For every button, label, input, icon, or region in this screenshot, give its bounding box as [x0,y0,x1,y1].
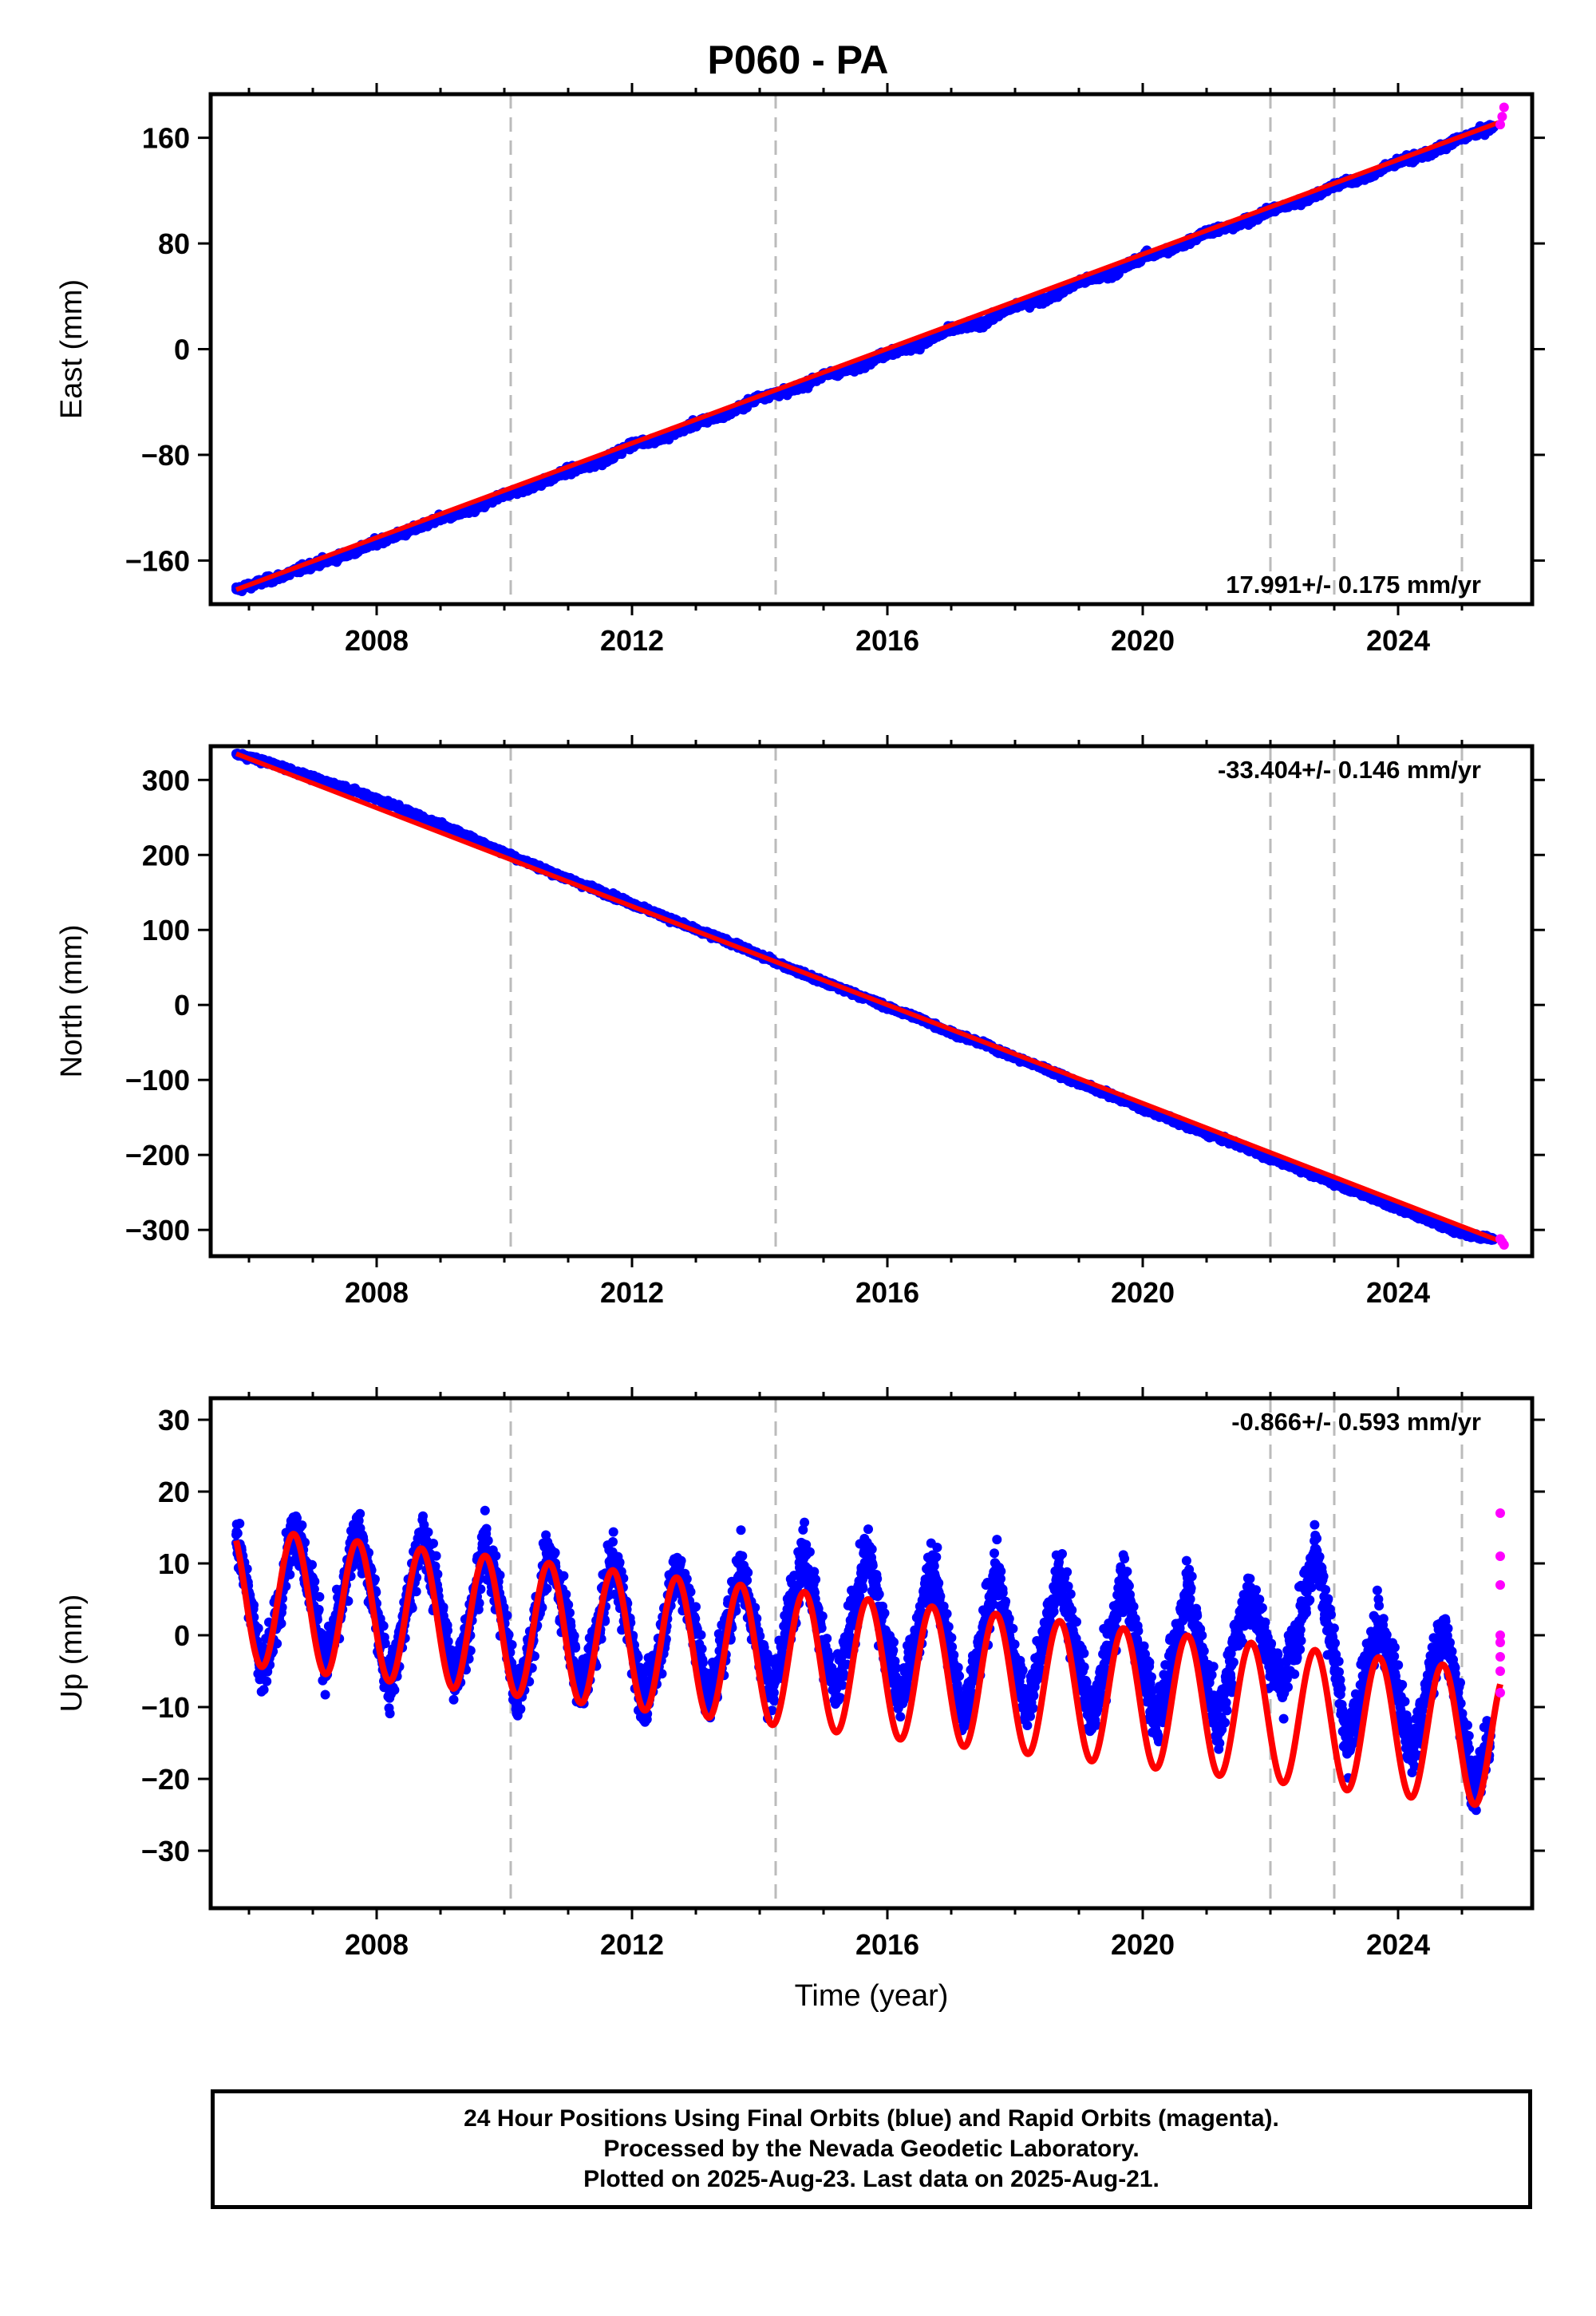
east-ytick-label: 160 [142,122,190,155]
north-ylabel: North (mm) [55,924,89,1077]
north-final-point [436,820,445,830]
north-data-layer [231,749,1509,1250]
north-xtick-label: 2008 [345,1276,409,1309]
north-final-point [1393,1203,1403,1214]
north-final-point [468,833,477,844]
north-ytick-label: 200 [142,839,190,871]
east-xtick-label: 2016 [855,624,919,657]
north-final-point [1457,1228,1467,1239]
up-data-layer [231,1505,1505,1816]
east-ytick-label: 0 [174,334,190,366]
up-final-point [281,1581,291,1591]
east-rapid-point [1495,120,1505,130]
up-final-point [297,1520,307,1531]
north-rapid-point [1499,1239,1509,1250]
north-frame [208,744,1535,1259]
north-final-point [1425,1215,1435,1226]
up-final-point [262,1676,272,1686]
north-xtick-label: 2016 [855,1276,919,1309]
up-final-point [314,1604,324,1614]
east-model-line [235,119,1502,592]
east-final-point [468,505,477,516]
east-final-point [915,340,924,350]
east-xtick-label: 2012 [600,624,664,657]
up-final-point [285,1570,295,1579]
north-ytick-label: 300 [142,764,190,796]
north-model-line [235,751,1502,1244]
east-ytick-label: 80 [158,227,190,260]
chart-title: P060 - PA [707,38,889,82]
east-final-point [851,362,860,373]
east-final-point [659,433,669,443]
north-final-point [404,806,413,816]
north-xtick-label: 2024 [1366,1276,1430,1309]
east-rapid-point [1497,112,1507,122]
east-final-point [595,457,605,468]
east-final-point [1361,172,1371,183]
north-ytick-label: −100 [125,1064,190,1097]
up-final-point [309,1584,319,1595]
east-ylabel: East (mm) [55,279,89,419]
east-xtick-label: 2020 [1111,624,1175,657]
north-final-point [1266,1153,1275,1164]
north-ytick-label: −300 [125,1214,190,1247]
up-final-point [314,1591,325,1602]
north-final-point [340,782,350,792]
east-rate-label: 17.991+/- 0.175 mm/yr [1226,571,1481,599]
east-final-point [1106,270,1116,280]
east-final-point [723,409,733,419]
north-final-point [372,793,381,804]
east-panel: 2008 2012 2016 2020 2024 −160 −80 0 80 160 East (m… [55,83,1545,657]
east-ytick-label: −80 [141,439,190,472]
east-xtick-label: 2008 [345,624,409,657]
east-xtick-label: 2024 [1366,624,1430,657]
north-ytick-label: 100 [142,914,190,947]
east-final-point [1042,294,1052,304]
up-final-point [320,1690,330,1700]
east-final-point [1234,219,1243,230]
up-final-point [259,1685,269,1695]
east-rapid-point [1499,102,1509,113]
north-ytick-label: 0 [174,989,190,1022]
east-final-point [978,318,988,328]
north-ytick-label: −200 [125,1139,190,1172]
north-xtick-label: 2020 [1111,1276,1175,1309]
north-xtick-label: 2012 [600,1276,664,1309]
north-panel: 2008 2012 2016 2020 2024 −300 −200 −100 0 100 200 3… [55,735,1545,1309]
east-final-point [531,480,541,491]
up-final-point [235,1519,245,1528]
north-final-point [1202,1128,1211,1139]
up-final-point [253,1623,263,1634]
east-final-point [1298,196,1307,207]
north-final-point [1329,1178,1339,1188]
east-ytick-label: −160 [125,544,190,577]
east-final-point [787,385,796,395]
time-series-plots: 2008 2012 2016 2020 2024 −160 −80 0 80 160 East (m… [55,83,1545,2013]
north-final-point [1361,1190,1371,1200]
north-rate-label: -33.404+/- 0.146 mm/yr [1218,756,1481,784]
east-final-point [1170,243,1179,254]
up-final-point [307,1559,317,1570]
up-final-point [249,1600,259,1611]
up-final-point [272,1638,282,1649]
east-data-layer [231,102,1509,596]
